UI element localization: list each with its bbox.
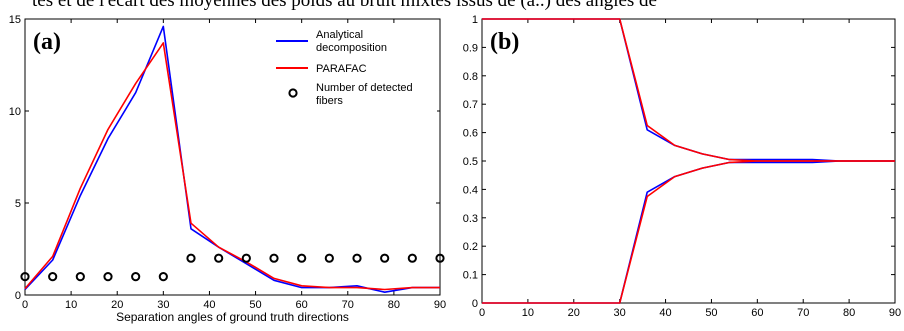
- x-tick-label: 80: [843, 307, 855, 319]
- panel-a: 0 10 20 30 40 50 60 70 80 90 0 5 10 15 (a) Separation a…: [9, 14, 446, 324]
- x-tick-label: 50: [249, 299, 261, 311]
- panel-label: (b): [490, 29, 519, 55]
- y-tick-label: 1: [472, 14, 478, 26]
- x-tick-label: 50: [705, 307, 717, 319]
- detected-fibers-marker: [324, 253, 334, 263]
- x-tick-label: 90: [889, 307, 901, 319]
- legend-marker-fibers: [288, 88, 298, 98]
- x-tick-label: 10: [522, 307, 534, 319]
- detected-fibers-marker: [214, 253, 224, 263]
- panel-b: 0 10 20 30 40 50 60 70 80 90 0 0.1 0.2 0.3 0.4 0.5 0.6 0.…: [463, 14, 901, 319]
- y-tick-label: 0.2: [463, 241, 478, 253]
- y-tick-label: 0.6: [463, 128, 478, 140]
- x-tick-label: 0: [479, 307, 485, 319]
- detected-fibers-marker: [297, 253, 307, 263]
- y-tick-label: 0.7: [463, 99, 478, 111]
- detected-fibers-marker: [241, 253, 251, 263]
- detected-fibers-marker: [131, 272, 141, 282]
- detected-fibers-marker: [269, 253, 279, 263]
- x-tick-label: 70: [797, 307, 809, 319]
- y-tick-label: 10: [9, 106, 21, 118]
- y-tick-label: 0.9: [463, 42, 478, 54]
- x-tick-label: 90: [434, 299, 446, 311]
- x-tick-label: 0: [22, 299, 28, 311]
- detected-fibers-marker: [352, 253, 362, 263]
- detected-fibers-marker: [380, 253, 390, 263]
- detected-fibers-marker: [158, 272, 168, 282]
- x-tick-label: 30: [157, 299, 169, 311]
- detected-fibers-marker: [20, 272, 30, 282]
- y-tick-label: 0.5: [463, 156, 478, 168]
- x-axis-title: Separation angles of ground truth direct…: [116, 310, 349, 324]
- detected-fibers-marker: [48, 272, 58, 282]
- x-tick-label: 30: [614, 307, 626, 319]
- y-tick-label: 5: [15, 198, 21, 210]
- series-line-3: [482, 160, 895, 304]
- detected-fibers-marker: [103, 272, 113, 282]
- x-tick-label: 20: [111, 299, 123, 311]
- y-tick-label: 0.3: [463, 213, 478, 225]
- y-tick-label: 15: [9, 14, 21, 26]
- series-line-1: [24, 42, 440, 291]
- y-tick-label: 0.1: [463, 270, 478, 282]
- legend-label-parafac: PARAFAC: [316, 63, 367, 75]
- cut-off-header-text: tes et de l'écart des moyennes des poids…: [32, 0, 657, 11]
- x-tick-label: 10: [65, 299, 77, 311]
- x-tick-label: 60: [296, 299, 308, 311]
- detected-fibers-marker: [435, 253, 445, 263]
- legend-label-fibers: Number of detected fibers: [316, 82, 413, 107]
- legend-label-analytical: Analytical decomposition: [316, 29, 387, 54]
- x-tick-label: 40: [203, 299, 215, 311]
- y-tick-label: 0: [15, 290, 21, 302]
- x-tick-label: 40: [659, 307, 671, 319]
- detected-fibers-marker: [407, 253, 417, 263]
- x-tick-label: 80: [388, 299, 400, 311]
- detected-fibers-marker: [75, 272, 85, 282]
- y-tick-label: 0.8: [463, 71, 478, 83]
- x-tick-label: 20: [568, 307, 580, 319]
- x-tick-label: 60: [751, 307, 763, 319]
- panel-label: (a): [33, 29, 61, 55]
- y-tick-label: 0.4: [463, 184, 478, 196]
- x-tick-label: 70: [342, 299, 354, 311]
- detected-fibers-marker: [186, 253, 196, 263]
- y-tick-label: 0: [472, 298, 478, 310]
